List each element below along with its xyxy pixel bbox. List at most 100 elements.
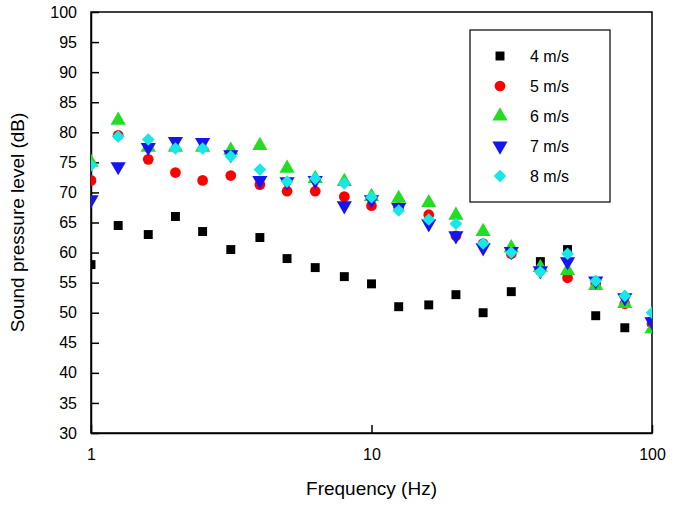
tick: 40 [59, 364, 99, 381]
legend-label: 6 m/s [530, 108, 569, 125]
point [338, 177, 351, 190]
point [620, 323, 629, 332]
tick-label: 75 [59, 154, 77, 171]
legend-label: 4 m/s [530, 48, 569, 65]
point [198, 227, 207, 236]
point [111, 162, 126, 175]
point [422, 213, 435, 226]
legend-box [470, 30, 610, 202]
point [367, 279, 376, 288]
tick: 35 [59, 395, 99, 412]
tick-mark [91, 102, 99, 104]
tick-mark [91, 403, 99, 405]
tick: 45 [59, 334, 99, 351]
tick-label: 60 [59, 244, 77, 261]
tick: 75 [59, 154, 99, 171]
y-axis: 3035404550556065707580859095100 [50, 4, 99, 442]
tick: 80 [59, 124, 99, 141]
point [91, 195, 99, 208]
point [252, 137, 267, 150]
plot-frame [91, 12, 652, 433]
point [340, 272, 349, 281]
tick-mark [91, 132, 99, 134]
point [225, 170, 236, 181]
tick: 60 [59, 244, 99, 261]
point [644, 317, 652, 330]
y-axis-title: Sound pressure level (dB) [7, 113, 28, 333]
point [196, 142, 209, 155]
x-axis-title: Frequency (Hz) [306, 478, 437, 499]
point [112, 130, 125, 143]
tick-mark [371, 425, 373, 433]
tick-label: 1 [87, 446, 96, 463]
point [561, 247, 574, 260]
tick-mark [91, 72, 99, 74]
tick-mark [91, 192, 99, 194]
tick-mark [91, 312, 99, 314]
point [339, 191, 350, 202]
point [365, 191, 378, 204]
tick-mark [91, 433, 99, 435]
point [311, 263, 320, 272]
point [111, 111, 126, 124]
point [171, 212, 180, 221]
tick-label: 100 [639, 446, 666, 463]
legend-symbol [494, 170, 507, 183]
tick: 85 [59, 94, 99, 111]
point [144, 230, 153, 239]
tick-mark [91, 343, 99, 345]
point [252, 176, 267, 189]
point [197, 175, 208, 186]
series [91, 111, 652, 333]
tick-label: 100 [50, 4, 77, 21]
series [91, 212, 652, 332]
tick: 50 [59, 304, 99, 321]
point [391, 190, 406, 203]
tick-label: 40 [59, 364, 77, 381]
tick-label: 65 [59, 214, 77, 231]
point [504, 247, 519, 260]
plot: 11010030354045505560657075808590951004 m… [50, 4, 666, 464]
tick-label: 10 [363, 446, 381, 463]
legend: 4 m/s5 m/s6 m/s7 m/s8 m/s [470, 30, 610, 202]
point [283, 254, 292, 263]
point [391, 203, 406, 216]
tick-label: 30 [59, 425, 77, 442]
point [91, 159, 97, 172]
tick-label: 35 [59, 395, 77, 412]
tick-mark [652, 425, 654, 433]
point [421, 194, 436, 207]
point [479, 308, 488, 317]
chart: 11010030354045505560657075808590951004 m… [0, 0, 680, 507]
x-axis: 1 10 100 [87, 425, 666, 463]
tick: 10 [363, 425, 381, 463]
legend-symbol [492, 142, 507, 155]
tick-label: 95 [59, 34, 77, 51]
point [224, 150, 237, 163]
tick-label: 55 [59, 274, 77, 291]
point [169, 142, 182, 155]
tick-label: 90 [59, 64, 77, 81]
tick: 30 [59, 425, 99, 442]
point [507, 287, 516, 296]
tick-label: 80 [59, 124, 77, 141]
tick: 65 [59, 214, 99, 231]
point [505, 246, 518, 259]
tick-label: 50 [59, 304, 77, 321]
point [589, 275, 602, 288]
point [91, 175, 96, 186]
point [451, 290, 460, 299]
point [392, 204, 405, 217]
point [450, 217, 463, 230]
tick: 100 [639, 425, 666, 463]
point [618, 290, 631, 303]
point [477, 237, 490, 250]
tick-mark [91, 282, 99, 284]
point [534, 265, 547, 278]
tick: 90 [59, 64, 99, 81]
tick: 100 [50, 4, 99, 21]
point [170, 167, 181, 178]
legend-symbol [492, 107, 507, 120]
point [646, 306, 652, 319]
point [424, 300, 433, 309]
